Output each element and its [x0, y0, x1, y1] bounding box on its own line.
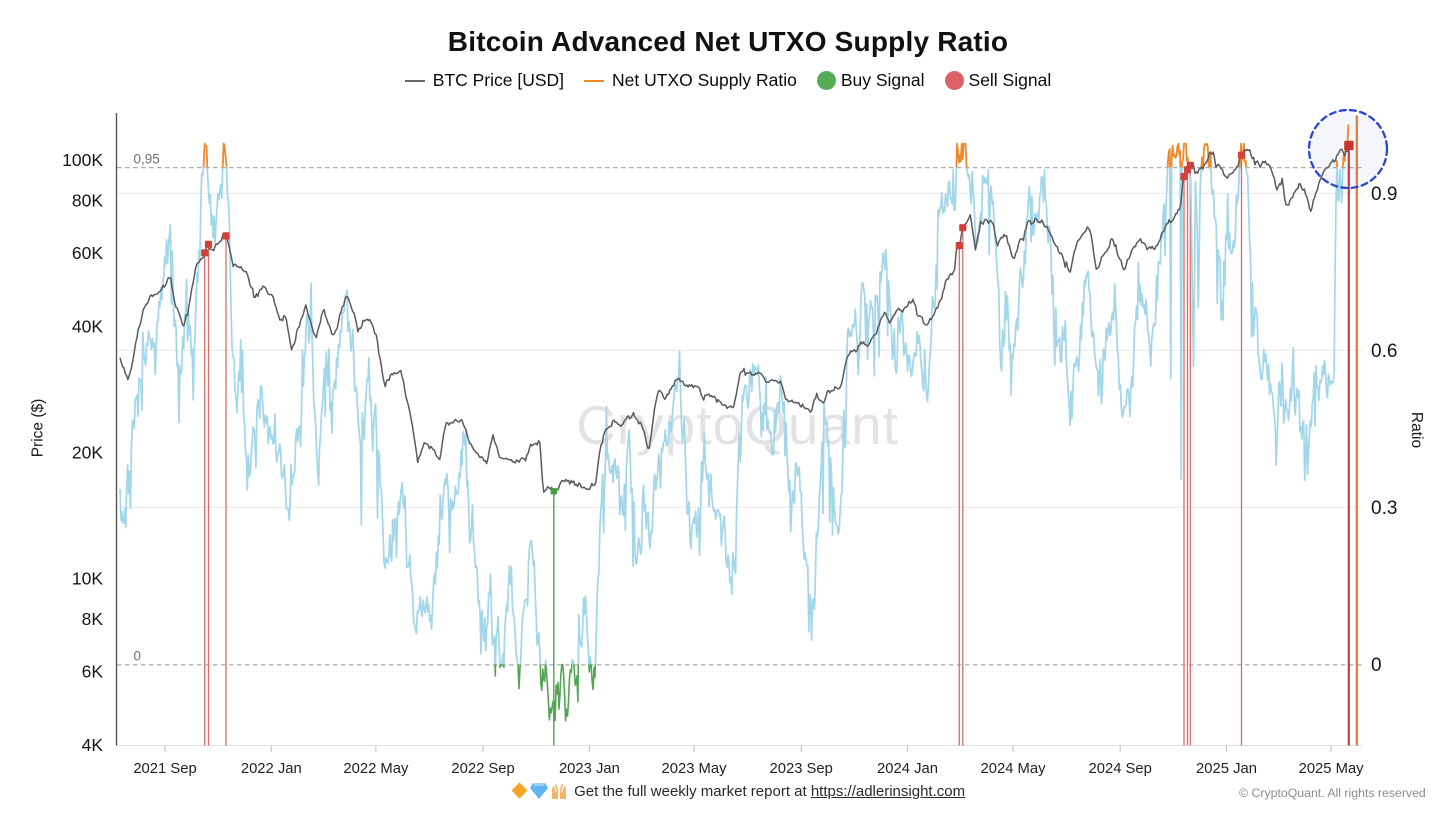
svg-text:2023 Sep: 2023 Sep	[770, 761, 833, 777]
svg-text:2024 Sep: 2024 Sep	[1089, 761, 1152, 777]
svg-text:2025 Jan: 2025 Jan	[1196, 761, 1257, 777]
svg-text:2022 May: 2022 May	[343, 761, 409, 777]
svg-text:2022 Jan: 2022 Jan	[241, 761, 302, 777]
svg-text:2023 May: 2023 May	[662, 761, 728, 777]
svg-text:CryptoQuant: CryptoQuant	[576, 394, 899, 456]
svg-text:80K: 80K	[72, 191, 103, 211]
svg-text:2022 Sep: 2022 Sep	[451, 761, 514, 777]
svg-text:0.9: 0.9	[1371, 184, 1397, 205]
svg-text:2024 Jan: 2024 Jan	[877, 761, 938, 777]
svg-text:40K: 40K	[72, 317, 103, 337]
svg-text:10K: 10K	[72, 569, 103, 589]
svg-text:0,95: 0,95	[134, 152, 160, 167]
svg-text:Price ($): Price ($)	[30, 399, 47, 458]
svg-text:4K: 4K	[82, 735, 104, 755]
svg-text:8K: 8K	[82, 609, 104, 629]
svg-text:100K: 100K	[62, 150, 103, 170]
svg-text:2025 May: 2025 May	[1299, 761, 1365, 777]
svg-text:0.3: 0.3	[1371, 498, 1397, 519]
svg-text:2023 Jan: 2023 Jan	[559, 761, 620, 777]
svg-text:0: 0	[134, 649, 142, 664]
svg-text:2024 May: 2024 May	[981, 761, 1047, 777]
svg-text:0.6: 0.6	[1371, 341, 1397, 362]
svg-text:60K: 60K	[72, 243, 103, 263]
svg-text:20K: 20K	[72, 443, 103, 463]
svg-text:Ratio: Ratio	[1408, 412, 1425, 448]
svg-text:6K: 6K	[82, 661, 104, 681]
svg-text:0: 0	[1371, 655, 1382, 676]
svg-text:2021 Sep: 2021 Sep	[133, 761, 196, 777]
